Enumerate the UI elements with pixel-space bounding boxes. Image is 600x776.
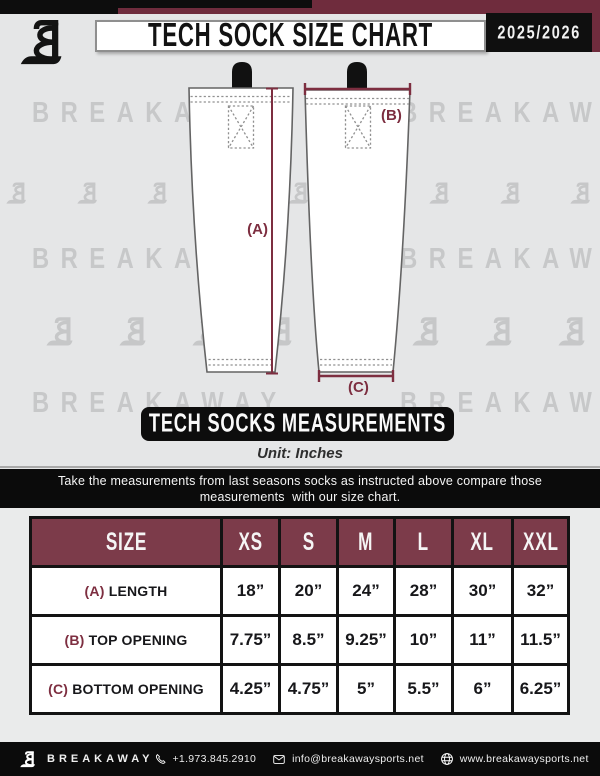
watermark-text: BREAKAWAY	[399, 97, 600, 129]
page-title-banner: TECH SOCK SIZE CHART	[95, 16, 486, 54]
cell-value: 18”	[220, 565, 281, 617]
watermark-text: BREAKAWAY	[399, 243, 600, 275]
top-strip-black	[0, 0, 312, 8]
row-label: (B) TOP OPENING	[29, 614, 223, 666]
sock-hanger-tab	[347, 62, 367, 90]
column-header-s: S	[278, 516, 339, 568]
sock-back-outline	[304, 89, 411, 373]
measure-line-c	[317, 370, 395, 382]
measure-label-a: (A)	[247, 221, 268, 238]
measurements-banner-title: TECH SOCKS MEASUREMENTS	[148, 408, 447, 439]
cell-value: 10”	[393, 614, 454, 666]
cell-value: 4.75”	[278, 663, 339, 715]
measurements-banner: TECH SOCKS MEASUREMENTS	[141, 407, 454, 441]
instruction-bar: Take the measurements from last seasons …	[0, 469, 600, 508]
globe-icon	[440, 752, 454, 766]
footer-website: www.breakawaysports.net	[440, 752, 589, 766]
cell-value: 28”	[393, 565, 454, 617]
envelope-icon	[272, 753, 286, 766]
instruction-line: Take the measurements from last seasons …	[57, 473, 543, 488]
sock-stitching	[306, 97, 409, 366]
cell-value: 20”	[278, 565, 339, 617]
footer-contacts: +1.973.845.2910 info@breakawaysports.net…	[154, 752, 589, 766]
top-strip-black-2	[0, 8, 118, 14]
sock-hanger-tab	[232, 62, 252, 89]
cell-value: 7.75”	[220, 614, 281, 666]
column-header-m: M	[336, 516, 396, 568]
column-header-xxl: XXL	[511, 516, 570, 568]
season-label: 2025/2026	[497, 21, 581, 43]
table-row-top-opening: (B) TOP OPENING 7.75” 8.5” 9.25” 10” 11”…	[29, 614, 570, 666]
footer-phone: +1.973.845.2910	[154, 753, 257, 766]
cell-value: 6.25”	[511, 663, 570, 715]
table-header-row: SIZE XS S M L XL XXL	[29, 516, 570, 568]
table-row-bottom-opening: (C) BOTTOM OPENING 4.25” 4.75” 5” 5.5” 6…	[29, 663, 570, 715]
breakaway-logo-icon	[20, 749, 38, 770]
cell-value: 4.25”	[220, 663, 281, 715]
cell-value: 9.25”	[336, 614, 396, 666]
top-strip-maroon-2	[118, 8, 600, 14]
cell-value: 24”	[336, 565, 396, 617]
cell-value: 5.5”	[393, 663, 454, 715]
unit-label: Unit: Inches	[257, 445, 343, 462]
footer-brand-name: BREAKAWAY	[47, 753, 154, 765]
footer-email: info@breakawaysports.net	[272, 753, 424, 766]
column-header-size: SIZE	[29, 516, 223, 568]
footer-bar: BREAKAWAY +1.973.845.2910 info@breakaway…	[0, 742, 600, 776]
row-label: (C) BOTTOM OPENING	[29, 663, 223, 715]
column-header-xl: XL	[451, 516, 514, 568]
cell-value: 11.5”	[511, 614, 570, 666]
instruction-line: measurements with our size chart.	[199, 489, 401, 504]
measure-label-b: (B)	[381, 107, 402, 124]
top-strip-maroon	[312, 0, 600, 8]
sock-diagram	[188, 62, 412, 382]
measure-line-a	[266, 87, 278, 375]
cell-value: 32”	[511, 565, 570, 617]
cell-value: 6”	[451, 663, 514, 715]
cell-value: 5”	[336, 663, 396, 715]
sock-stitching	[190, 95, 292, 366]
measure-line-b	[303, 83, 412, 95]
column-header-l: L	[393, 516, 454, 568]
phone-icon	[154, 753, 167, 766]
season-badge-maroon-edge	[592, 13, 600, 52]
cell-value: 11”	[451, 614, 514, 666]
size-chart-table: SIZE XS S M L XL XXL (A) LENGTH 18” 20” …	[29, 516, 570, 715]
section-divider	[0, 466, 600, 468]
table-row-length: (A) LENGTH 18” 20” 24” 28” 30” 32”	[29, 565, 570, 617]
sock-front-outline	[188, 87, 294, 373]
footer-brand: BREAKAWAY	[20, 749, 154, 770]
season-badge: 2025/2026	[486, 13, 592, 52]
row-label: (A) LENGTH	[29, 565, 223, 617]
cell-value: 8.5”	[278, 614, 339, 666]
column-header-xs: XS	[220, 516, 281, 568]
cell-value: 30”	[451, 565, 514, 617]
measure-label-c: (C)	[348, 379, 369, 396]
page-title: TECH SOCK SIZE CHART	[148, 16, 433, 54]
